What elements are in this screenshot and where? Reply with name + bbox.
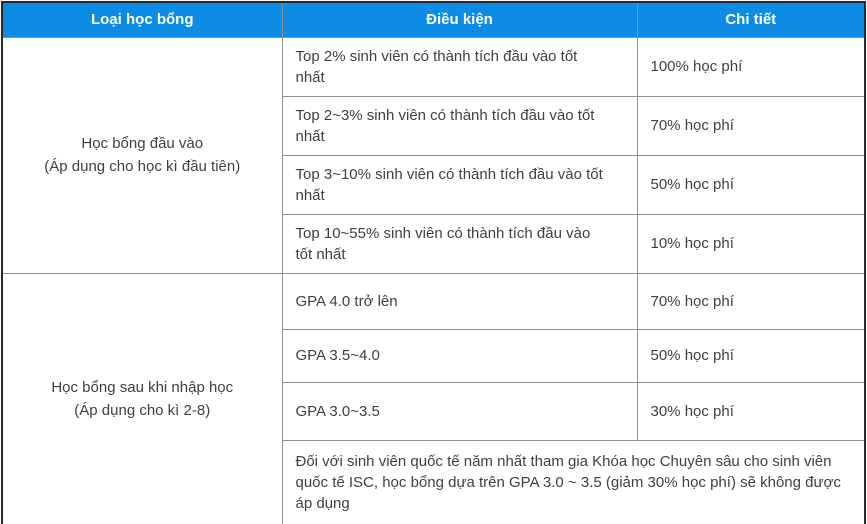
category-cell-post-enrollment-scholarship: Học bổng sau khi nhập học (Áp dụng cho k…: [1, 272, 283, 524]
category-title: Học bổng đầu vào: [81, 135, 204, 152]
condition-cell: Top 2~3% sinh viên có thành tích đầu vào…: [281, 95, 638, 156]
condition-cell: GPA 3.0~3.5: [281, 381, 638, 441]
header-scholarship-type: Loại học bổng: [1, 1, 283, 38]
table-row: Đối với sinh viên quốc tế năm nhất tham …: [2, 439, 866, 524]
table-row: Học bổng sau khi nhập học (Áp dụng cho k…: [1, 272, 866, 524]
detail-cell: 70% học phí: [636, 95, 866, 156]
detail-cell: 100% học phí: [636, 36, 866, 97]
condition-cell: Top 10~55% sinh viên có thành tích đầu v…: [281, 213, 638, 274]
table-row: GPA 3.5~4.0 50% học phí: [2, 328, 866, 383]
header-row: Loại học bổng Điều kiện Chi tiết: [1, 1, 866, 38]
condition-cell: GPA 4.0 trở lên: [281, 272, 638, 330]
detail-cell: 50% học phí: [636, 154, 866, 215]
table-row: Top 10~55% sinh viên có thành tích đầu v…: [2, 213, 866, 274]
category-subtitle: (Áp dụng cho kì 2-8): [74, 401, 211, 419]
category-cell-entry-scholarship: Học bổng đầu vào (Áp dụng cho học kì đầu…: [1, 36, 283, 274]
note-cell: Đối với sinh viên quốc tế năm nhất tham …: [281, 439, 866, 524]
category-title: Học bổng sau khi nhập học: [51, 378, 234, 396]
header-detail: Chi tiết: [636, 1, 866, 38]
table-row: Học bổng đầu vào (Áp dụng cho học kì đầu…: [1, 36, 866, 274]
condition-cell: GPA 3.5~4.0: [281, 328, 638, 383]
detail-cell: 70% học phí: [636, 272, 866, 330]
condition-cell: Top 2% sinh viên có thành tích đầu vào t…: [281, 36, 638, 97]
table-row: Top 3~10% sinh viên có thành tích đầu và…: [2, 154, 866, 215]
table-row: GPA 3.0~3.5 30% học phí: [2, 381, 866, 441]
detail-cell: 30% học phí: [636, 381, 866, 441]
detail-cell: 50% học phí: [636, 328, 866, 383]
category-subtitle: (Áp dụng cho học kì đầu tiên): [44, 158, 241, 175]
table-row: Top 2~3% sinh viên có thành tích đầu vào…: [2, 95, 866, 156]
header-condition: Điều kiện: [281, 1, 638, 38]
detail-cell: 10% học phí: [636, 213, 866, 274]
condition-cell: Top 3~10% sinh viên có thành tích đầu và…: [281, 154, 638, 215]
